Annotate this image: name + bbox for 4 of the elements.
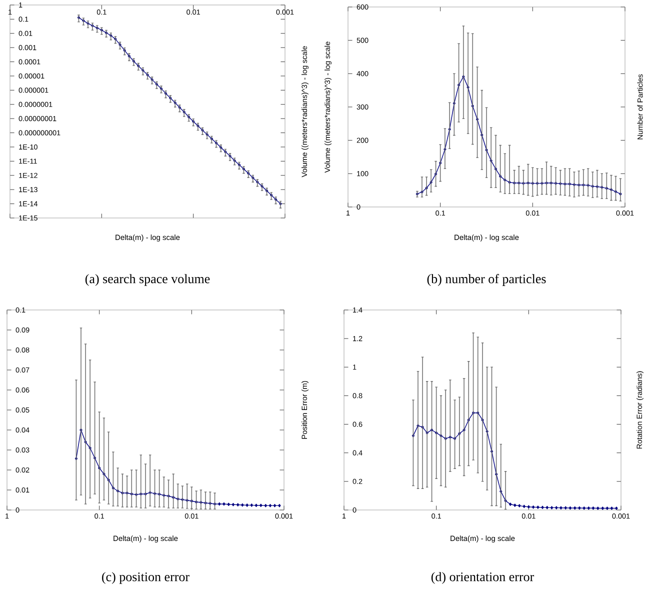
text: (b) number of particles (427, 274, 546, 286)
text: (c) position error (102, 572, 190, 584)
text: (d) orientation error (431, 572, 534, 584)
text: (a) search space volume (85, 274, 210, 286)
